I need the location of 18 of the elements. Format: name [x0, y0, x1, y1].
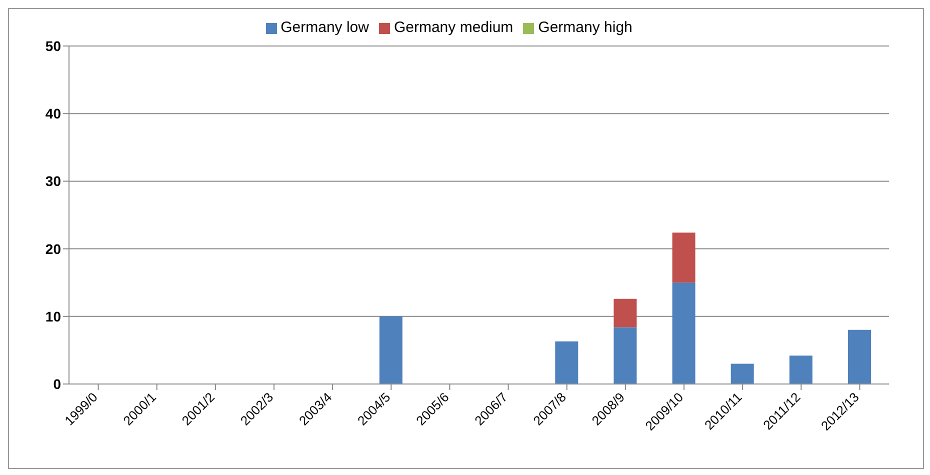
legend-label: Germany medium: [394, 19, 514, 36]
bar: [379, 316, 402, 384]
bar: [672, 282, 696, 384]
y-tick-label: 10: [45, 308, 62, 324]
bar: [555, 341, 578, 384]
y-tick-label: 40: [45, 106, 62, 122]
bar: [848, 330, 871, 384]
y-tick-label: 50: [45, 38, 62, 54]
bar: [730, 364, 754, 384]
y-tick-label: 20: [45, 240, 62, 257]
bar: [672, 232, 696, 283]
bar: [614, 327, 637, 384]
bar: [789, 356, 812, 384]
y-tick-label: 30: [45, 173, 62, 190]
legend-label: Germany low: [280, 19, 369, 36]
bar: [614, 298, 637, 328]
y-tick-label: 0: [53, 376, 62, 392]
legend-label: Germany high: [538, 19, 632, 36]
